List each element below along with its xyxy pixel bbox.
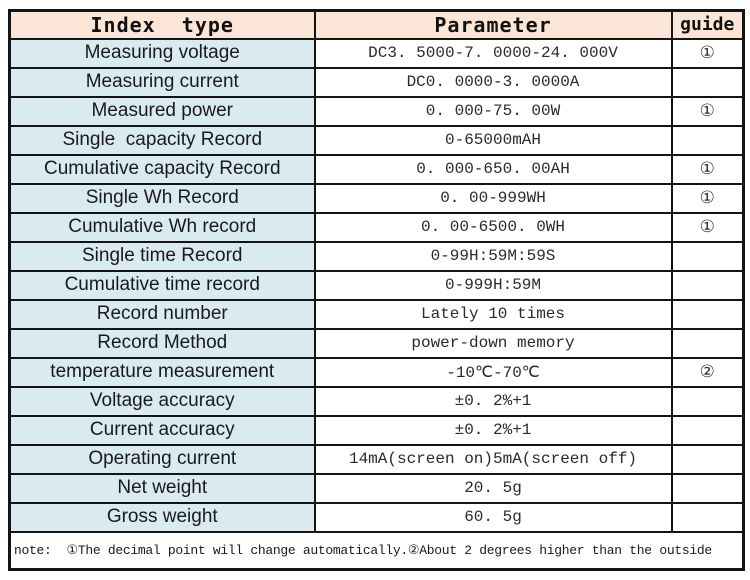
cell-guide bbox=[670, 327, 745, 359]
cell-index-type: Single Wh Record bbox=[8, 182, 316, 214]
cell-index-type: Measuring voltage bbox=[8, 37, 316, 69]
header-parameter: Parameter bbox=[313, 9, 673, 40]
cell-parameter: Lately 10 times bbox=[313, 298, 673, 330]
cell-index-type: Cumulative Wh record bbox=[8, 211, 316, 243]
cell-index-type: Current accuracy bbox=[8, 414, 316, 446]
table-row: Record number Lately 10 times bbox=[8, 298, 745, 330]
cell-guide: ① bbox=[670, 95, 745, 127]
note-text: note: ①The decimal point will change aut… bbox=[8, 530, 745, 571]
cell-guide bbox=[670, 298, 745, 330]
note-row: note: ①The decimal point will change aut… bbox=[8, 530, 745, 571]
cell-parameter: 0. 00-999WH bbox=[313, 182, 673, 214]
cell-parameter: -10℃-70℃ bbox=[313, 356, 673, 388]
cell-index-type: Measured power bbox=[8, 95, 316, 127]
table-row: Measured power 0. 000-75. 00W ① bbox=[8, 95, 745, 127]
cell-parameter: 0. 000-650. 00AH bbox=[313, 153, 673, 185]
table-row: Cumulative time record 0-999H:59M bbox=[8, 269, 745, 301]
cell-parameter: ±0. 2%+1 bbox=[313, 385, 673, 417]
cell-parameter: 0-99H:59M:59S bbox=[313, 240, 673, 272]
table-row: temperature measurement -10℃-70℃ ② bbox=[8, 356, 745, 388]
cell-index-type: Record Method bbox=[8, 327, 316, 359]
table-row: Single time Record 0-99H:59M:59S bbox=[8, 240, 745, 272]
header-guide: guide bbox=[670, 9, 745, 40]
table-row: Cumulative capacity Record 0. 000-650. 00… bbox=[8, 153, 745, 185]
cell-index-type: Single capacity Record bbox=[8, 124, 316, 156]
cell-index-type: Single time Record bbox=[8, 240, 316, 272]
cell-guide: ① bbox=[670, 37, 745, 69]
header-row: Index type Parameter guide bbox=[8, 9, 745, 40]
cell-parameter: 60. 5g bbox=[313, 501, 673, 533]
cell-guide bbox=[670, 385, 745, 417]
cell-index-type: Measuring current bbox=[8, 66, 316, 98]
table-row: Gross weight 60. 5g bbox=[8, 501, 745, 533]
table-row: Record Method power-down memory bbox=[8, 327, 745, 359]
cell-guide: ② bbox=[670, 356, 745, 388]
cell-parameter: 20. 5g bbox=[313, 472, 673, 504]
table-row: Measuring voltage DC3. 5000-7. 0000-24. 0… bbox=[8, 37, 745, 69]
cell-index-type: Cumulative time record bbox=[8, 269, 316, 301]
cell-guide bbox=[670, 472, 745, 504]
table-row: Single capacity Record 0-65000mAH bbox=[8, 124, 745, 156]
cell-parameter: 0. 000-75. 00W bbox=[313, 95, 673, 127]
cell-index-type: Record number bbox=[8, 298, 316, 330]
table-row: Voltage accuracy ±0. 2%+1 bbox=[8, 385, 745, 417]
cell-guide bbox=[670, 240, 745, 272]
cell-guide: ① bbox=[670, 211, 745, 243]
header-index-type: Index type bbox=[8, 9, 316, 40]
cell-parameter: ±0. 2%+1 bbox=[313, 414, 673, 446]
table-row: Net weight 20. 5g bbox=[8, 472, 745, 504]
cell-parameter: DC3. 5000-7. 0000-24. 000V bbox=[313, 37, 673, 69]
cell-parameter: 14mA(screen on)5mA(screen off) bbox=[313, 443, 673, 475]
cell-guide bbox=[670, 66, 745, 98]
cell-index-type: Net weight bbox=[8, 472, 316, 504]
cell-index-type: Cumulative capacity Record bbox=[8, 153, 316, 185]
cell-parameter: 0-999H:59M bbox=[313, 269, 673, 301]
cell-guide bbox=[670, 443, 745, 475]
cell-index-type: Operating current bbox=[8, 443, 316, 475]
cell-parameter: power-down memory bbox=[313, 327, 673, 359]
table-row: Measuring current DC0. 0000-3. 0000A bbox=[8, 66, 745, 98]
cell-guide bbox=[670, 501, 745, 533]
table-row: Current accuracy ±0. 2%+1 bbox=[8, 414, 745, 446]
cell-parameter: 0. 00-6500. 0WH bbox=[313, 211, 673, 243]
cell-parameter: 0-65000mAH bbox=[313, 124, 673, 156]
cell-guide bbox=[670, 269, 745, 301]
cell-guide bbox=[670, 124, 745, 156]
cell-guide: ① bbox=[670, 153, 745, 185]
cell-parameter: DC0. 0000-3. 0000A bbox=[313, 66, 673, 98]
cell-index-type: temperature measurement bbox=[8, 356, 316, 388]
table-row: Single Wh Record 0. 00-999WH ① bbox=[8, 182, 745, 214]
table-row: Operating current 14mA(screen on)5mA(scre… bbox=[8, 443, 745, 475]
cell-index-type: Gross weight bbox=[8, 501, 316, 533]
table-body: Measuring voltage DC3. 5000-7. 0000-24. 0… bbox=[8, 37, 745, 533]
cell-index-type: Voltage accuracy bbox=[8, 385, 316, 417]
spec-table: Index type Parameter guide Measuring vol… bbox=[8, 9, 745, 571]
table-row: Cumulative Wh record 0. 00-6500. 0WH ① bbox=[8, 211, 745, 243]
cell-guide: ① bbox=[670, 182, 745, 214]
cell-guide bbox=[670, 414, 745, 446]
